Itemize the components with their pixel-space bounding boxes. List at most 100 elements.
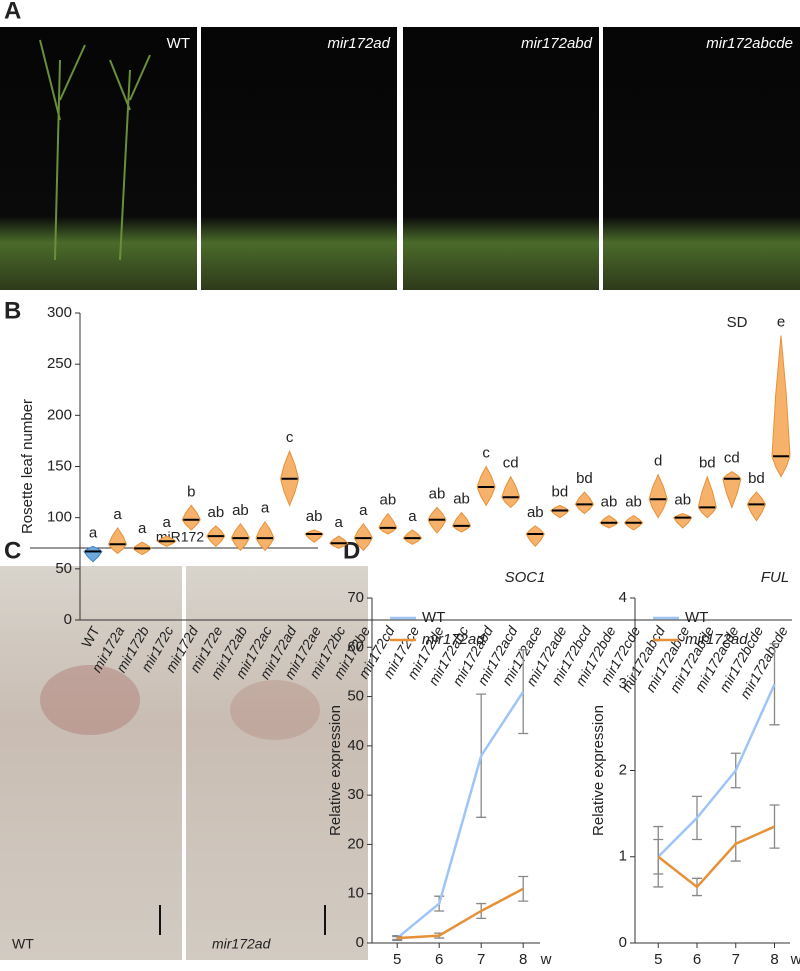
photo [201, 27, 397, 290]
chart-title: SOC1 [505, 569, 546, 586]
x-tick-label: 8 [770, 951, 778, 968]
photo-label: mir172abcde [706, 35, 793, 52]
group-letter: e [777, 313, 785, 330]
error-bar [518, 875, 529, 902]
group-letter: ab [208, 504, 225, 521]
x-unit: w [540, 951, 552, 968]
photo [603, 27, 800, 290]
annotation: SD [727, 314, 748, 331]
photo [403, 27, 599, 290]
x-tick-label: 6 [435, 951, 443, 968]
y-tick-label: 40 [347, 737, 364, 754]
group-letter: c [286, 429, 294, 446]
x-unit: w [790, 951, 800, 968]
y-tick-label: 2 [619, 761, 627, 778]
violin [402, 529, 423, 545]
in-situ: miR172 WT mir172ad [0, 529, 368, 960]
group-letter: a [163, 514, 172, 531]
photo-label: mir172abd [521, 35, 593, 52]
group-letter: ab [306, 508, 323, 525]
x-tick-label: 5 [654, 951, 662, 968]
y-tick-label: 200 [47, 406, 72, 423]
stain [40, 665, 140, 735]
group-letter: a [113, 506, 122, 523]
violin [574, 491, 595, 515]
violin [599, 515, 619, 529]
y-tick-label: 3 [619, 675, 627, 692]
group-letter: bd [699, 455, 716, 472]
legend-label: mir172ad [422, 631, 485, 648]
chart-title: FUL [761, 569, 789, 586]
photo-label: WT [167, 35, 190, 52]
violin [648, 473, 668, 519]
section-image [0, 566, 182, 960]
y-tick-label: 1 [619, 848, 627, 865]
violin [181, 504, 201, 531]
violin [550, 504, 570, 519]
violin [107, 526, 128, 555]
series-line [397, 887, 524, 940]
group-letter: ab [380, 492, 397, 509]
y-tick-label: 60 [347, 638, 364, 655]
violin [746, 491, 766, 522]
group-letter: bd [552, 483, 569, 500]
section-label: mir172ad [212, 936, 272, 952]
x-tick-label: 7 [732, 951, 740, 968]
y-tick-label: 70 [347, 589, 364, 606]
violin [722, 471, 742, 509]
y-tick-label: 150 [47, 457, 72, 474]
group-letter: cd [724, 450, 740, 467]
violin [328, 535, 349, 549]
violin [525, 525, 545, 548]
y-tick-label: 10 [347, 885, 364, 902]
section-label: WT [12, 936, 34, 952]
group-letter: a [89, 524, 98, 541]
violin [304, 529, 324, 543]
y-tick-label: 50 [347, 688, 364, 705]
group-letter: cd [503, 455, 519, 472]
group-letter: a [408, 508, 417, 525]
y-tick-label: 0 [64, 611, 72, 628]
series-line [396, 690, 525, 940]
group-letter: d [654, 453, 662, 470]
y-axis-label: Relative expression [590, 705, 607, 836]
group-letter: c [482, 444, 490, 461]
violin [451, 511, 472, 533]
group-letter: ab [674, 492, 691, 509]
group-letter: ab [232, 502, 249, 519]
series-line [657, 825, 776, 889]
violin [501, 475, 521, 509]
y-tick-label: 30 [347, 786, 364, 803]
violin [697, 475, 717, 519]
x-tick-label: 8 [519, 951, 527, 968]
photo-label: mir172ad [327, 35, 390, 52]
y-tick-label: 50 [55, 560, 72, 577]
y-tick-label: 0 [619, 934, 627, 951]
violin [378, 512, 398, 535]
y-axis-label: Relative expression [327, 705, 344, 836]
plant-stems [39, 39, 151, 261]
group-letter: ab [601, 494, 618, 511]
panel-label: A [4, 0, 21, 24]
section-image [186, 566, 368, 960]
legend-label: WT [685, 609, 708, 626]
x-tick-label: 6 [693, 951, 701, 968]
group-letter: ab [453, 491, 470, 508]
series-line [657, 683, 776, 858]
stain [230, 680, 320, 740]
y-tick-label: 0 [356, 934, 364, 951]
x-tick-label: 5 [393, 951, 401, 968]
legend-label: mir172ad [685, 631, 748, 648]
group-letter: a [261, 500, 270, 517]
violin [353, 522, 373, 552]
group-letter: bd [576, 470, 593, 487]
violin [255, 520, 275, 552]
violin [476, 465, 496, 507]
group-letter: ab [625, 494, 642, 511]
group-letter: a [335, 514, 344, 531]
group-letter: ab [429, 485, 446, 502]
violin [83, 545, 103, 563]
y-tick-label: 100 [47, 509, 72, 526]
y-tick-label: 250 [47, 355, 72, 372]
